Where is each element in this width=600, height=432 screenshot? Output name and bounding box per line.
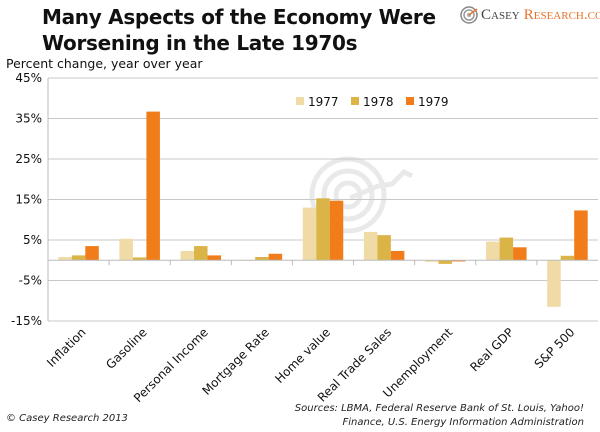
bar-1979-real-gdp bbox=[513, 247, 527, 261]
sources-line-1: Sources: LBMA, Federal Reserve Bank of S… bbox=[294, 403, 584, 414]
chart-title-line-2: Worsening in the Late 1970s bbox=[42, 31, 358, 55]
y-tick-label: 35% bbox=[15, 112, 42, 126]
y-axis-label: Percent change, year over year bbox=[6, 56, 203, 71]
bar-1978-real-gdp bbox=[499, 237, 514, 261]
legend-label-1979: 1979 bbox=[418, 95, 449, 109]
x-tick-label: Mortgage Rate bbox=[199, 325, 272, 398]
bar-1977-real-gdp bbox=[486, 241, 500, 261]
bar-1977-s-p-500 bbox=[547, 260, 561, 307]
chart-title: Many Aspects of the Economy Were Worseni… bbox=[42, 4, 436, 56]
chart-title-line-1: Many Aspects of the Economy Were bbox=[42, 5, 436, 29]
bar-1978-real-trade-sales bbox=[377, 235, 391, 261]
y-tick-label: -5% bbox=[19, 274, 42, 288]
bar-1977-real-trade-sales bbox=[363, 231, 378, 261]
legend-label-1978: 1978 bbox=[363, 95, 394, 109]
bar-1977-inflation bbox=[58, 257, 72, 261]
y-tick-label: 5% bbox=[23, 233, 42, 247]
bar-1979-personal-income bbox=[207, 255, 222, 261]
bar-1977-gasoline bbox=[119, 238, 133, 261]
brand-name-research: Research.com bbox=[523, 6, 600, 23]
x-tick-label: Home value bbox=[272, 325, 333, 386]
bar-1979-s-p-500 bbox=[574, 210, 588, 261]
x-tick-label: Inflation bbox=[44, 325, 89, 370]
legend-swatch-1978 bbox=[351, 97, 359, 105]
sources-note: Sources: LBMA, Federal Reserve Bank of S… bbox=[254, 402, 584, 430]
bar-1979-home-value bbox=[329, 200, 344, 261]
casey-research-logo-icon bbox=[460, 6, 478, 24]
bar-1979-unemployment bbox=[451, 260, 466, 262]
sources-line-2: Finance, U.S. Energy Information Adminis… bbox=[342, 417, 585, 428]
bar-1979-real-trade-sales bbox=[390, 250, 405, 261]
bar-1977-unemployment bbox=[424, 260, 439, 262]
bar-1979-gasoline bbox=[146, 111, 160, 261]
bar-1977-personal-income bbox=[180, 250, 195, 261]
bar-1978-unemployment bbox=[438, 260, 452, 264]
bar-1978-gasoline bbox=[132, 257, 147, 261]
brand-logo: Casey Research.com bbox=[460, 6, 600, 24]
y-tick-label: -15% bbox=[11, 314, 42, 328]
bar-1979-mortgage-rate bbox=[268, 253, 283, 261]
bar-1978-mortgage-rate bbox=[255, 257, 269, 261]
x-tick-label: S&P 500 bbox=[532, 325, 578, 371]
bar-1978-s-p-500 bbox=[560, 255, 575, 261]
bar-1978-personal-income bbox=[194, 246, 208, 261]
y-tick-label: 25% bbox=[15, 152, 42, 166]
legend-swatch-1979 bbox=[406, 97, 414, 105]
brand-name-casey: Casey bbox=[481, 6, 520, 23]
y-tick-label: 45% bbox=[15, 71, 42, 85]
y-tick-label: 15% bbox=[15, 193, 42, 207]
copyright-notice: © Casey Research 2013 bbox=[6, 413, 128, 424]
legend-label-1977: 1977 bbox=[308, 95, 339, 109]
x-tick-label: Real GDP bbox=[467, 325, 516, 374]
bar-1978-home-value bbox=[316, 198, 330, 261]
legend-swatch-1977 bbox=[296, 97, 304, 105]
bar-1979-inflation bbox=[85, 246, 99, 261]
bar-1977-home-value bbox=[302, 207, 317, 261]
x-tick-label: Gasoline bbox=[103, 325, 150, 372]
bar-1978-inflation bbox=[71, 255, 86, 261]
